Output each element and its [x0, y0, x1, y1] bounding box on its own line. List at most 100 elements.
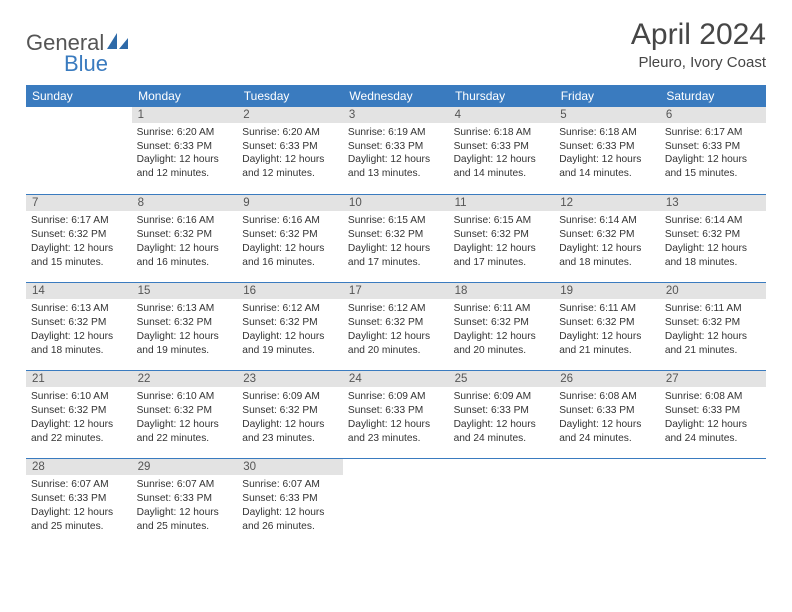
- weekday-header: Friday: [554, 85, 660, 107]
- calendar-cell: 16 Sunrise: 6:12 AMSunset: 6:32 PMDayligh…: [237, 283, 343, 371]
- calendar-cell: [554, 459, 660, 547]
- day-details: Sunrise: 6:17 AMSunset: 6:33 PMDaylight:…: [660, 125, 766, 185]
- day-number: 29: [132, 459, 238, 475]
- calendar-cell: 2Sunrise: 6:20 AMSunset: 6:33 PMDaylight…: [237, 107, 343, 195]
- day-number: 16: [237, 283, 343, 299]
- location-label: Pleuro, Ivory Coast: [631, 54, 766, 71]
- day-details: Sunrise: 6:12 AMSunset: 6:32 PMDaylight:…: [343, 301, 449, 361]
- day-details: Sunrise: 6:13 AMSunset: 6:32 PMDaylight:…: [132, 301, 238, 361]
- calendar-cell: 12 Sunrise: 6:14 AMSunset: 6:32 PMDayligh…: [554, 195, 660, 283]
- day-number: 5: [554, 107, 660, 123]
- calendar-cell: 13 Sunrise: 6:14 AMSunset: 6:32 PMDayligh…: [660, 195, 766, 283]
- day-number: 8: [132, 195, 238, 211]
- day-details: Sunrise: 6:16 AMSunset: 6:32 PMDaylight:…: [132, 213, 238, 273]
- day-details: Sunrise: 6:09 AMSunset: 6:32 PMDaylight:…: [237, 389, 343, 449]
- calendar-cell: 30 Sunrise: 6:07 AMSunset: 6:33 PMDayligh…: [237, 459, 343, 547]
- calendar-cell: [26, 107, 132, 195]
- day-details: Sunrise: 6:13 AMSunset: 6:32 PMDaylight:…: [26, 301, 132, 361]
- day-details: Sunrise: 6:07 AMSunset: 6:33 PMDaylight:…: [26, 477, 132, 537]
- day-details: Sunrise: 6:08 AMSunset: 6:33 PMDaylight:…: [554, 389, 660, 449]
- day-number: 23: [237, 371, 343, 387]
- calendar-cell: 7 Sunrise: 6:17 AMSunset: 6:32 PMDaylight…: [26, 195, 132, 283]
- calendar-cell: 20 Sunrise: 6:11 AMSunset: 6:32 PMDayligh…: [660, 283, 766, 371]
- day-details: Sunrise: 6:12 AMSunset: 6:32 PMDaylight:…: [237, 301, 343, 361]
- day-details: Sunrise: 6:18 AMSunset: 6:33 PMDaylight:…: [554, 125, 660, 185]
- day-details: Sunrise: 6:10 AMSunset: 6:32 PMDaylight:…: [26, 389, 132, 449]
- calendar-cell: 6Sunrise: 6:17 AMSunset: 6:33 PMDaylight…: [660, 107, 766, 195]
- day-number: 18: [449, 283, 555, 299]
- day-number: 19: [554, 283, 660, 299]
- calendar-cell: 26 Sunrise: 6:08 AMSunset: 6:33 PMDayligh…: [554, 371, 660, 459]
- header: GeneralBlue April 2024 Pleuro, Ivory Coa…: [26, 18, 766, 75]
- day-number: 7: [26, 195, 132, 211]
- day-number: 15: [132, 283, 238, 299]
- day-number: 25: [449, 371, 555, 387]
- calendar-cell: 10 Sunrise: 6:15 AMSunset: 6:32 PMDayligh…: [343, 195, 449, 283]
- day-number: 17: [343, 283, 449, 299]
- day-number: 27: [660, 371, 766, 387]
- calendar-cell: 4Sunrise: 6:18 AMSunset: 6:33 PMDaylight…: [449, 107, 555, 195]
- day-details: Sunrise: 6:14 AMSunset: 6:32 PMDaylight:…: [554, 213, 660, 273]
- weekday-header: Saturday: [660, 85, 766, 107]
- calendar-cell: 5 Sunrise: 6:18 AMSunset: 6:33 PMDaylight…: [554, 107, 660, 195]
- day-number: 9: [237, 195, 343, 211]
- day-details: Sunrise: 6:14 AMSunset: 6:32 PMDaylight:…: [660, 213, 766, 273]
- calendar-cell: 19 Sunrise: 6:11 AMSunset: 6:32 PMDayligh…: [554, 283, 660, 371]
- calendar-cell: 22 Sunrise: 6:10 AMSunset: 6:32 PMDayligh…: [132, 371, 238, 459]
- day-details: Sunrise: 6:09 AMSunset: 6:33 PMDaylight:…: [449, 389, 555, 449]
- weekday-header: Monday: [132, 85, 238, 107]
- weekday-header: Wednesday: [343, 85, 449, 107]
- day-details: Sunrise: 6:11 AMSunset: 6:32 PMDaylight:…: [554, 301, 660, 361]
- day-details: Sunrise: 6:18 AMSunset: 6:33 PMDaylight:…: [449, 125, 555, 185]
- calendar-cell: 17 Sunrise: 6:12 AMSunset: 6:32 PMDayligh…: [343, 283, 449, 371]
- day-details: Sunrise: 6:19 AMSunset: 6:33 PMDaylight:…: [343, 125, 449, 185]
- day-details: Sunrise: 6:08 AMSunset: 6:33 PMDaylight:…: [660, 389, 766, 449]
- calendar-cell: [449, 459, 555, 547]
- day-details: Sunrise: 6:15 AMSunset: 6:32 PMDaylight:…: [449, 213, 555, 273]
- day-details: Sunrise: 6:09 AMSunset: 6:33 PMDaylight:…: [343, 389, 449, 449]
- day-number: 28: [26, 459, 132, 475]
- day-details: Sunrise: 6:07 AMSunset: 6:33 PMDaylight:…: [237, 477, 343, 537]
- day-number: 22: [132, 371, 238, 387]
- day-number: 1: [132, 107, 238, 123]
- brand-logo: GeneralBlue: [26, 18, 130, 75]
- calendar-cell: [660, 459, 766, 547]
- calendar-cell: 29 Sunrise: 6:07 AMSunset: 6:33 PMDayligh…: [132, 459, 238, 547]
- day-details: Sunrise: 6:11 AMSunset: 6:32 PMDaylight:…: [660, 301, 766, 361]
- day-number: 11: [449, 195, 555, 211]
- calendar-cell: 9 Sunrise: 6:16 AMSunset: 6:32 PMDaylight…: [237, 195, 343, 283]
- weekday-header: Sunday: [26, 85, 132, 107]
- calendar-cell: 18Sunrise: 6:11 AMSunset: 6:32 PMDayligh…: [449, 283, 555, 371]
- calendar-cell: [343, 459, 449, 547]
- calendar-cell: 27 Sunrise: 6:08 AMSunset: 6:33 PMDayligh…: [660, 371, 766, 459]
- day-details: Sunrise: 6:17 AMSunset: 6:32 PMDaylight:…: [26, 213, 132, 273]
- calendar-cell: 14 Sunrise: 6:13 AMSunset: 6:32 PMDayligh…: [26, 283, 132, 371]
- day-number: 26: [554, 371, 660, 387]
- day-number: 10: [343, 195, 449, 211]
- day-details: Sunrise: 6:15 AMSunset: 6:32 PMDaylight:…: [343, 213, 449, 273]
- day-number: 20: [660, 283, 766, 299]
- brand-sail-icon: [106, 32, 130, 50]
- day-details: Sunrise: 6:16 AMSunset: 6:32 PMDaylight:…: [237, 213, 343, 273]
- weekday-header: Tuesday: [237, 85, 343, 107]
- calendar-cell: 28 Sunrise: 6:07 AMSunset: 6:33 PMDayligh…: [26, 459, 132, 547]
- day-number: 21: [26, 371, 132, 387]
- day-details: Sunrise: 6:10 AMSunset: 6:32 PMDaylight:…: [132, 389, 238, 449]
- page-title: April 2024: [631, 18, 766, 52]
- calendar-cell: 21 Sunrise: 6:10 AMSunset: 6:32 PMDayligh…: [26, 371, 132, 459]
- day-number: 12: [554, 195, 660, 211]
- day-number: 14: [26, 283, 132, 299]
- calendar-cell: 15 Sunrise: 6:13 AMSunset: 6:32 PMDayligh…: [132, 283, 238, 371]
- calendar-table: SundayMondayTuesdayWednesdayThursdayFrid…: [26, 85, 766, 547]
- calendar-cell: 1Sunrise: 6:20 AMSunset: 6:33 PMDaylight…: [132, 107, 238, 195]
- day-number: 13: [660, 195, 766, 211]
- day-number: 30: [237, 459, 343, 475]
- weekday-header: Thursday: [449, 85, 555, 107]
- calendar-cell: 11 Sunrise: 6:15 AMSunset: 6:32 PMDayligh…: [449, 195, 555, 283]
- day-number: 24: [343, 371, 449, 387]
- day-details: Sunrise: 6:07 AMSunset: 6:33 PMDaylight:…: [132, 477, 238, 537]
- calendar-cell: 25 Sunrise: 6:09 AMSunset: 6:33 PMDayligh…: [449, 371, 555, 459]
- calendar-cell: 23 Sunrise: 6:09 AMSunset: 6:32 PMDayligh…: [237, 371, 343, 459]
- day-details: Sunrise: 6:20 AMSunset: 6:33 PMDaylight:…: [237, 125, 343, 185]
- day-number: 3: [343, 107, 449, 123]
